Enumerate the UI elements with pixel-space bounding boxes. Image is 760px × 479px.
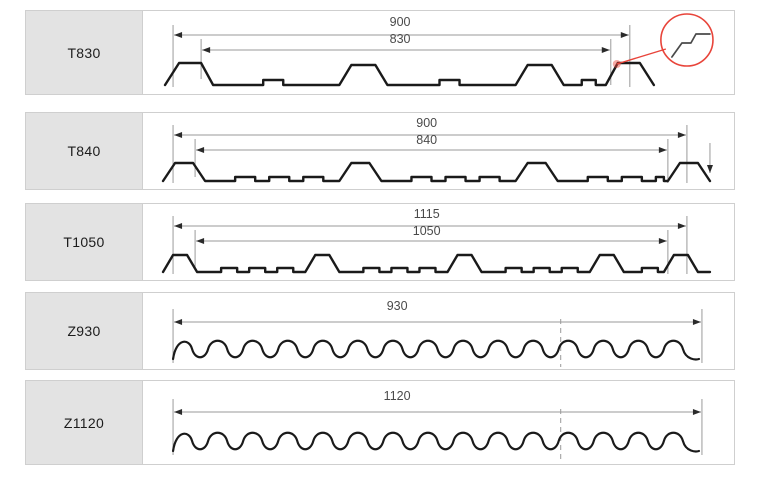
profile-label-t840: T840 bbox=[67, 143, 101, 159]
profile-row-t1050: T1050 1115 1050 bbox=[25, 203, 735, 281]
dimension-arrow-left-1115 bbox=[174, 223, 183, 229]
label-cell-t1050: T1050 bbox=[26, 204, 143, 280]
dimension-arrow-left-900 bbox=[174, 132, 183, 138]
profile-row-t830: T830 bbox=[25, 10, 735, 95]
dimension-arrow-right-840 bbox=[658, 147, 667, 153]
detail-leader-line-t830 bbox=[616, 48, 667, 65]
profile-outline-t830 bbox=[163, 61, 656, 87]
dimension-text-1050-t1050: 1050 bbox=[412, 224, 441, 238]
drawing-cell-z930: 930 bbox=[143, 293, 734, 369]
profile-drawing-t1050 bbox=[161, 216, 712, 274]
profile-outline-t840 bbox=[161, 161, 712, 183]
profile-label-t1050: T1050 bbox=[63, 234, 105, 250]
drawing-cell-t1050: 1115 1050 bbox=[143, 204, 734, 280]
dimension-text-830-t830: 830 bbox=[389, 32, 411, 46]
label-cell-z1120: Z1120 bbox=[26, 381, 143, 464]
detail-stepped-edge-shape bbox=[671, 33, 711, 58]
label-cell-t830: T830 bbox=[26, 11, 143, 94]
dimension-arrow-left-930 bbox=[174, 319, 183, 325]
dimension-arrow-left-1120 bbox=[174, 409, 183, 415]
dimension-arrow-left-1050 bbox=[196, 238, 205, 244]
detail-origin-marker-t830 bbox=[612, 60, 621, 68]
drawing-cell-z1120: 1120 bbox=[143, 381, 734, 464]
dimension-text-900-t840: 900 bbox=[416, 116, 438, 130]
profile-outline-z930 bbox=[171, 339, 701, 361]
profile-drawing-t830 bbox=[163, 13, 714, 87]
profile-row-z930: Z930 930 bbox=[25, 292, 735, 370]
profile-label-z930: Z930 bbox=[67, 323, 101, 339]
label-cell-t840: T840 bbox=[26, 113, 143, 189]
height-dimension-arrow-t840 bbox=[706, 165, 713, 173]
dimension-arrow-left-840 bbox=[196, 147, 205, 153]
profile-drawing-z930 bbox=[171, 309, 703, 367]
dimension-arrow-left-900 bbox=[174, 32, 183, 38]
dimension-arrow-right-1050 bbox=[658, 238, 667, 244]
profile-drawing-z1120 bbox=[171, 399, 703, 459]
dimension-text-1115-t1050: 1115 bbox=[413, 207, 440, 221]
drawing-cell-t840: 900 840 bbox=[143, 113, 734, 189]
label-cell-z930: Z930 bbox=[26, 293, 143, 369]
dimension-arrow-right-1115 bbox=[677, 223, 686, 229]
dimension-text-900-t830: 900 bbox=[389, 15, 411, 29]
detail-circle-t830 bbox=[660, 13, 714, 67]
profile-row-z1120: Z1120 1120 bbox=[25, 380, 735, 465]
drawing-cell-t830: 900 830 bbox=[143, 11, 734, 94]
profile-outline-z1120 bbox=[171, 431, 701, 453]
profile-drawing-t840 bbox=[161, 125, 713, 183]
dimension-arrow-right-1120 bbox=[692, 409, 701, 415]
profile-outline-t1050 bbox=[161, 253, 712, 274]
dimension-arrow-right-930 bbox=[692, 319, 701, 325]
profile-label-z1120: Z1120 bbox=[63, 414, 105, 431]
dimension-arrow-left-830 bbox=[202, 47, 211, 53]
dimension-arrow-right-900 bbox=[620, 32, 629, 38]
dimension-arrow-right-830 bbox=[601, 47, 610, 53]
profile-row-t840: T840 900 840 bbox=[25, 112, 735, 190]
dimension-arrow-right-900 bbox=[677, 132, 686, 138]
dimension-text-930-z930: 930 bbox=[386, 299, 408, 313]
dimension-text-840-t840: 840 bbox=[416, 133, 438, 147]
profile-label-t830: T830 bbox=[67, 44, 101, 61]
dimension-text-1120-z1120: 1120 bbox=[383, 389, 411, 403]
